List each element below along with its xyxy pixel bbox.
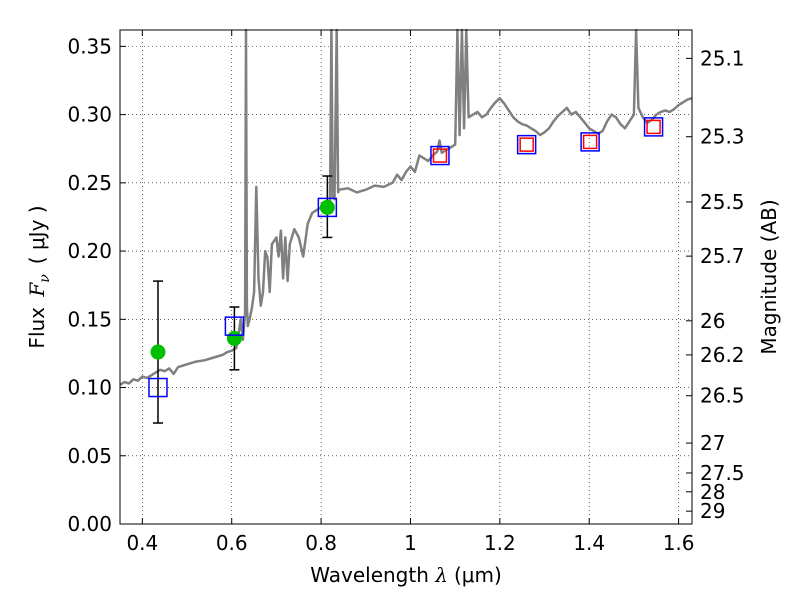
model-photometry-square [430,145,450,166]
model-spectrum-layer [119,28,693,386]
axis-ticks-layer: 0.4 0.6 0.8 1 1.2 1.4 1.6 0.00 0.05 0.10 0.15 0.20 0… [67,30,745,555]
y2-tick-label: 27 [700,431,725,455]
plot-area-frame [119,29,693,525]
y-tick-label: 0.25 [67,171,112,195]
y-tick-label: 0.00 [67,512,112,536]
observed-flux-point [150,344,166,360]
model-photometry-inner-square [646,119,661,135]
y2-tick-label: 26.2 [700,343,745,367]
x-tick-label: 0.4 [126,531,158,555]
y2-tick-label: 25.7 [700,244,745,268]
model-photometry-square [148,377,168,398]
x-tick-label: 1.4 [573,531,605,555]
x-axis-label-prefix: Wavelength [310,563,435,587]
x-axis-label-unit: (μm) [454,563,502,587]
y2-tick-label: 25.5 [700,190,745,214]
x-tick-label: 0.6 [216,531,248,555]
y-axis-label-subscript: ν [37,274,53,283]
y-tick-label: 0.15 [67,307,112,331]
y2-tick-label: 29 [700,499,725,523]
y-axis-label: Flux Fν ( μJy ) [25,205,53,348]
y2-axis-label: Magnitude (AB) [757,199,781,354]
y-tick-label: 0.35 [67,34,112,58]
grid-layer [120,30,692,524]
x-tick-label: 0.8 [305,531,337,555]
y2-tick-label: 25.3 [700,125,745,149]
model-photometry-inner-square [519,137,534,152]
model-photometry-square [580,132,600,152]
x-tick-label: 1.2 [484,531,516,555]
observed-photometry-layer [150,175,335,424]
model-photometry-square [317,197,338,218]
y2-tick-label: 27.5 [700,461,745,485]
model-spectrum-line [119,28,693,386]
x-tick-label: 1 [404,531,417,555]
observed-flux-point [319,199,335,215]
x-axis-label-symbol: λ [434,563,448,587]
y-tick-label: 0.05 [67,444,112,468]
model-photometry-inner-square [432,148,448,163]
model-photometry-square [643,117,664,137]
x-tick-label: 1.6 [663,531,695,555]
model-photometry-inner-square [582,134,598,150]
y2-tick-label: 25.1 [700,46,745,70]
y-tick-label: 0.30 [67,103,112,127]
y2-tick-label: 26.5 [700,384,745,408]
y-tick-label: 0.20 [67,239,112,263]
y-tick-label: 0.10 [67,376,112,400]
y-axis-label-symbol: F [25,282,49,298]
x-axis-label: Wavelength λ (μm) [310,563,502,587]
y-axis-label-unit: ( μJy ) [25,205,49,264]
model-photometry-layer [148,117,664,398]
model-photometry-square [516,134,537,155]
model-photometry-square [224,316,245,336]
y-axis-label-prefix: Flux [25,301,49,349]
y2-tick-label: 28 [700,480,725,504]
observed-flux-point [226,330,242,346]
y2-tick-label: 26 [700,309,725,333]
